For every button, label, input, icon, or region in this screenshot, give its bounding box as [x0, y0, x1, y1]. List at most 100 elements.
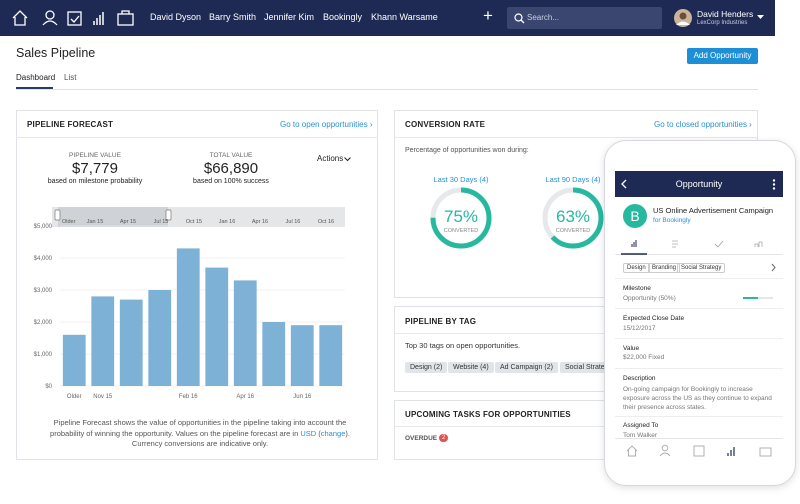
range-label: Jan 15 [87, 219, 104, 225]
field-value: On-going campaign for Bookingly to incre… [623, 386, 772, 411]
back-icon[interactable] [621, 179, 627, 189]
panel-divider [16, 137, 378, 138]
total-value: TOTAL VALUE $66,890 based on 100% succes… [176, 152, 286, 185]
add-opportunity-button[interactable]: Add Opportunity [687, 48, 758, 64]
field-value: 15/12/2017 [623, 325, 656, 332]
range-label: Jan 16 [219, 219, 236, 225]
bar [91, 296, 115, 386]
nav-contact[interactable]: Jennifer Kim [264, 12, 315, 22]
actions-caret[interactable] [344, 157, 351, 162]
y-tick-label: $5,000 [34, 224, 53, 230]
panel-title: PIPELINE BY TAG [405, 317, 477, 326]
stat-label: PIPELINE VALUE [69, 152, 121, 159]
company-avatar: B [623, 204, 647, 228]
panel-divider [394, 137, 758, 138]
bar [319, 325, 343, 386]
tags-chevron[interactable] [771, 263, 776, 272]
bar [119, 299, 143, 386]
tab[interactable]: List [64, 73, 77, 82]
phone-nav-icons[interactable] [615, 442, 783, 460]
tag[interactable]: Social Strategy [560, 362, 618, 373]
search-box[interactable]: Search... [507, 7, 662, 29]
panel-divider [394, 333, 758, 334]
donut-caption: CONVERTED [444, 228, 478, 234]
tag: Social Strategy [677, 263, 726, 273]
donut-value: 63% [556, 207, 590, 226]
pipeline-value: PIPELINE VALUE $7,779 based on milestone… [40, 152, 150, 185]
nav-contact[interactable]: David Dyson [150, 12, 202, 22]
range-handle[interactable] [165, 209, 172, 221]
user-caret[interactable] [757, 15, 765, 21]
menu-icon[interactable] [772, 179, 776, 190]
bar [262, 322, 286, 386]
phone-tabs[interactable] [615, 233, 783, 255]
x-tick-label: Older [67, 394, 82, 400]
overdue-label: OVERDUE [405, 435, 438, 442]
donut-value: 75% [444, 207, 478, 226]
field-value: $22,000 Fixed [623, 354, 665, 361]
add-button[interactable]: + [483, 6, 493, 25]
panel-title: PIPELINE FORECAST [27, 120, 114, 129]
x-tick-label: Jun 16 [293, 394, 312, 400]
search-icon [514, 13, 525, 24]
tab-active[interactable]: Dashboard [16, 73, 56, 82]
open-opportunities-link[interactable]: Go to open opportunities › [280, 120, 373, 129]
divider [615, 416, 783, 417]
divider [615, 338, 783, 339]
divider [615, 278, 783, 279]
tag[interactable]: Ad Campaign (2) [495, 362, 558, 373]
field-label: Assigned To [623, 422, 659, 429]
period-link[interactable]: Last 90 Days (4) [545, 175, 601, 184]
y-tick-label: $4,000 [34, 256, 53, 262]
pipeline-chart: Older Jan 15 Apr 15 Jul 15 Oct 15 Jan 16 Apr 1… [34, 207, 345, 400]
progress-track [743, 297, 773, 299]
opportunity-company[interactable]: for Bookingly [653, 217, 691, 224]
bar [290, 325, 314, 386]
actions-menu[interactable]: Actions [317, 154, 344, 163]
stat-value: $7,779 [72, 160, 118, 177]
field-label: Expected Close Date [623, 315, 685, 322]
donut-caption: CONVERTED [556, 228, 590, 234]
y-tick-label: $2,000 [34, 320, 53, 326]
panel-subtitle: Percentage of opportunities won during: [405, 147, 529, 154]
page-title: Sales Pipeline [16, 46, 96, 60]
nav-contact[interactable]: Khann Warsame [371, 12, 438, 22]
nav-contact[interactable]: Barry Smith [209, 12, 257, 22]
top-nav: David Dyson Barry Smith Jennifer Kim Boo… [0, 0, 775, 36]
range-label: Oct 16 [318, 219, 334, 225]
bar [205, 267, 229, 386]
phone-title: Opportunity [675, 179, 723, 189]
text: Pipeline Forecast shows the value of opp… [50, 418, 347, 438]
link[interactable]: change [320, 428, 346, 438]
y-tick-label: $0 [45, 384, 52, 390]
period-link[interactable]: Last 30 Days (4) [433, 175, 489, 184]
tag[interactable]: Website (4) [448, 362, 494, 373]
range-handle[interactable] [54, 209, 61, 221]
link[interactable]: USD [300, 428, 317, 438]
user-avatar[interactable] [674, 9, 692, 27]
x-tick-label: Apr 16 [236, 394, 254, 400]
text: ( [316, 428, 321, 438]
y-tick-label: $1,000 [34, 352, 53, 358]
tag[interactable]: Design (2) [405, 362, 448, 373]
nav-icons[interactable] [10, 8, 135, 28]
y-tick-label: $3,000 [34, 288, 53, 294]
user-name[interactable]: David Henders [697, 9, 754, 19]
range-label: Jul 16 [286, 219, 301, 225]
conversion-donuts: Last 30 Days (4) 75% CONVERTED Last 90 Days… [430, 175, 604, 249]
divider [615, 308, 783, 309]
stat-note: based on milestone probability [47, 178, 143, 185]
range-label: Oct 15 [186, 219, 202, 225]
user-company: LexCorp Industries [697, 20, 748, 26]
range-label: Jul 15 [154, 219, 169, 225]
phone-screen: Opportunity B US Online Advertisement Ca… [615, 171, 783, 441]
closed-opportunities-link[interactable]: Go to closed opportunities › [654, 120, 752, 129]
range-label: Apr 15 [120, 219, 136, 225]
range-selection[interactable] [58, 207, 168, 227]
nav-contact[interactable]: Bookingly [323, 12, 363, 22]
bar [62, 334, 86, 386]
panel-title: CONVERSION RATE [405, 120, 486, 129]
stat-value: $66,890 [203, 160, 259, 177]
phone-header [615, 171, 783, 197]
